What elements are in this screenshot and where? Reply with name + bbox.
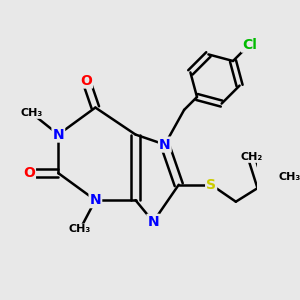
Text: N: N xyxy=(52,128,64,142)
Text: Cl: Cl xyxy=(242,38,257,52)
Text: CH₂: CH₂ xyxy=(240,152,262,162)
Text: N: N xyxy=(148,215,159,229)
Text: N: N xyxy=(159,138,171,152)
Text: O: O xyxy=(23,166,35,180)
Text: N: N xyxy=(90,193,101,207)
Text: S: S xyxy=(206,178,216,192)
Text: CH₃: CH₃ xyxy=(279,172,300,182)
Text: O: O xyxy=(80,74,92,88)
Text: CH₃: CH₃ xyxy=(69,224,91,235)
Text: CH₃: CH₃ xyxy=(20,108,43,118)
